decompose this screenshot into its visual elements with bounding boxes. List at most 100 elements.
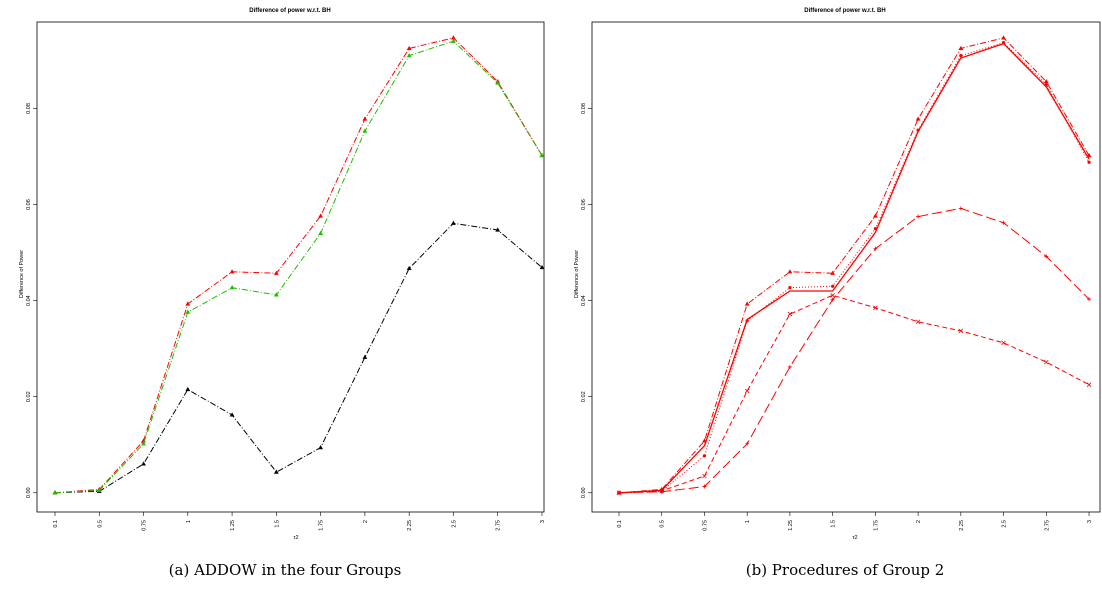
data-point (787, 364, 792, 369)
y-tick-label: 0.08 (26, 103, 32, 114)
data-point (958, 328, 964, 334)
data-point (495, 227, 501, 232)
x-tick-label: 2 (916, 520, 922, 523)
data-point (185, 386, 191, 392)
data-point (702, 484, 707, 489)
data-point (1087, 160, 1091, 164)
chart-a-title: Difference of power w.r.t. BH (249, 8, 330, 14)
series-line (618, 207, 1090, 494)
y-tick-label: 0.04 (581, 295, 587, 306)
series-line (618, 42, 1090, 494)
data-point (916, 128, 920, 132)
data-point (745, 441, 750, 446)
x-tick-label: 2.75 (496, 520, 502, 531)
x-tick-label: 1.75 (319, 520, 325, 531)
x-tick-label: 1.5 (274, 520, 280, 528)
data-point (873, 246, 878, 251)
data-point (451, 38, 456, 43)
data-point (1001, 340, 1006, 346)
data-point (916, 214, 921, 219)
y-tick-label: 0.08 (581, 103, 587, 114)
data-point (1001, 35, 1006, 40)
x-tick-label: 0.75 (142, 520, 148, 531)
data-point (659, 488, 665, 494)
x-tick-label: 1 (745, 520, 751, 523)
chart-b-caption: (b) Procedures of Group 2 (746, 561, 945, 579)
y-tick-label: 0.06 (26, 199, 32, 210)
x-tick-label: 0.5 (97, 520, 103, 528)
data-point (273, 469, 279, 474)
data-point (362, 116, 368, 121)
x-tick-label: 2 (363, 520, 369, 523)
data-point (273, 270, 279, 275)
data-point (141, 461, 146, 466)
x-tick-label: 2.75 (1044, 520, 1050, 531)
data-point (1001, 220, 1006, 225)
x-tick-label: 2.5 (451, 520, 457, 528)
chart-a-caption: (a) ADDOW in the four Groups (169, 561, 402, 579)
data-point (873, 305, 878, 311)
data-point (1001, 41, 1006, 45)
chart-b: Difference of power w.r.t. BH τ2 Differe… (574, 8, 1101, 579)
x-tick-label: 0.5 (660, 520, 666, 528)
chart-b-title: Difference of power w.r.t. BH (804, 8, 885, 14)
data-point (831, 284, 835, 288)
data-point (318, 230, 324, 235)
data-point (229, 285, 235, 290)
x-tick-label: 1.75 (873, 520, 879, 531)
data-point (318, 445, 324, 450)
data-point (318, 213, 324, 218)
y-tick-label: 0.00 (26, 487, 32, 498)
x-tick-label: 1.5 (831, 520, 837, 528)
data-point (539, 264, 545, 270)
data-point (958, 206, 963, 211)
x-tick-label: 0.75 (702, 520, 708, 531)
data-point (616, 490, 622, 496)
data-point (702, 454, 707, 458)
data-point (229, 412, 235, 417)
chart-a: Difference of power w.r.t. BH τ2 Differe… (19, 8, 546, 579)
data-point (96, 487, 102, 492)
data-point (185, 301, 191, 306)
data-point (958, 45, 964, 51)
data-point (1043, 78, 1049, 84)
data-point (872, 213, 878, 218)
data-point (1087, 297, 1092, 302)
data-point (702, 473, 707, 479)
data-point (1086, 152, 1092, 158)
data-point (495, 80, 501, 85)
data-point (406, 265, 412, 271)
data-point (451, 35, 456, 40)
series-line (54, 40, 543, 494)
chart-a-plot-frame (36, 21, 545, 513)
y-tick-label: 0.02 (26, 391, 32, 402)
data-point (406, 45, 412, 51)
series-line (618, 294, 1090, 494)
series-line (618, 37, 1090, 494)
data-point (1086, 382, 1092, 387)
data-point (406, 53, 412, 58)
series-line (54, 37, 543, 494)
data-point (52, 490, 58, 495)
data-point (915, 319, 921, 325)
y-tick-label: 0.00 (581, 487, 587, 498)
chart-a-xlabel: τ2 (293, 535, 298, 541)
data-point (539, 152, 545, 158)
data-point (273, 292, 279, 297)
data-point (1044, 359, 1049, 365)
x-tick-label: 1 (186, 520, 192, 523)
data-point (830, 293, 835, 298)
data-point (1044, 82, 1048, 87)
series-line (618, 42, 1090, 494)
x-tick-label: 0.1 (617, 520, 623, 528)
data-point (787, 269, 793, 274)
data-point (745, 319, 749, 323)
chart-b-xlabel: τ2 (852, 535, 857, 541)
data-point (830, 270, 836, 275)
x-tick-label: 1.25 (230, 520, 236, 531)
data-point (362, 128, 368, 133)
data-point (787, 311, 793, 317)
data-point (362, 354, 368, 359)
y-tick-label: 0.02 (581, 391, 587, 402)
